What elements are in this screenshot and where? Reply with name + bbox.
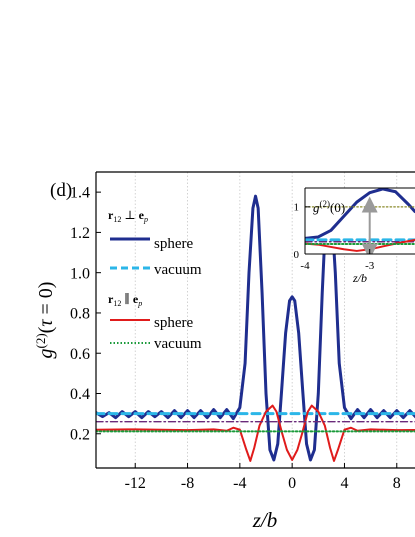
main-y-tick-label: 0.6 bbox=[70, 346, 90, 363]
inset-x-tick-label: -3 bbox=[365, 260, 375, 272]
inset-x-tick-label: -4 bbox=[300, 260, 310, 272]
legend-group-perp-label: r12 ⊥ ep bbox=[108, 208, 148, 224]
inset-ticks: -4 -3 0 1 bbox=[294, 202, 375, 272]
legend-label-vacuum-perp: vacuum bbox=[154, 262, 202, 278]
inset-x-title: z/b bbox=[352, 271, 367, 285]
panel-label: (d) bbox=[50, 180, 72, 201]
main-y-tick-label: 1.4 bbox=[70, 185, 90, 202]
legend: r12 ⊥ ep sphere vacuum r12 ∥ ep sphere v… bbox=[108, 208, 202, 352]
main-x-tick-label: -8 bbox=[181, 475, 194, 492]
main-x-tick-label: -12 bbox=[125, 475, 146, 492]
main-y-tick-label: 0.8 bbox=[70, 306, 90, 323]
main-series-sphere-par bbox=[96, 404, 415, 462]
main-x-tick-label: 0 bbox=[288, 475, 296, 492]
main-chart: -12 -8 -4 0 4 80.20.40.60.81.01.21.4 bbox=[70, 171, 415, 492]
inset-annotation: g(2)(0) bbox=[313, 199, 345, 215]
main-ticks: -12 -8 -4 0 4 80.20.40.60.81.01.21.4 bbox=[70, 185, 401, 492]
y-axis-title: g(2)(τ = 0) bbox=[33, 282, 57, 359]
legend-label-vacuum-par: vacuum bbox=[154, 336, 202, 352]
main-y-tick-label: 1.0 bbox=[70, 265, 90, 282]
inset-y-tick-label: 0 bbox=[294, 249, 300, 261]
main-y-tick-label: 0.2 bbox=[70, 426, 90, 443]
inset-series-group bbox=[305, 188, 415, 254]
legend-group-par-label: r12 ∥ ep bbox=[108, 292, 142, 308]
main-x-tick-label: 8 bbox=[393, 475, 401, 492]
main-x-tick-label: 4 bbox=[340, 475, 348, 492]
inset-y-tick-label: 1 bbox=[294, 202, 300, 214]
main-series-sphere-perp bbox=[96, 194, 415, 462]
main-y-tick-label: 1.2 bbox=[70, 225, 90, 242]
legend-label-sphere-perp: sphere bbox=[154, 236, 193, 252]
main-x-tick-label: -4 bbox=[233, 475, 246, 492]
legend-label-sphere-par: sphere bbox=[154, 315, 193, 331]
inset-chart: -4 -3 0 1 g(2)(0) z/b bbox=[294, 187, 415, 285]
x-axis-title: z/b bbox=[252, 508, 278, 532]
main-y-tick-label: 0.4 bbox=[70, 386, 90, 403]
main-series-group bbox=[96, 194, 415, 462]
